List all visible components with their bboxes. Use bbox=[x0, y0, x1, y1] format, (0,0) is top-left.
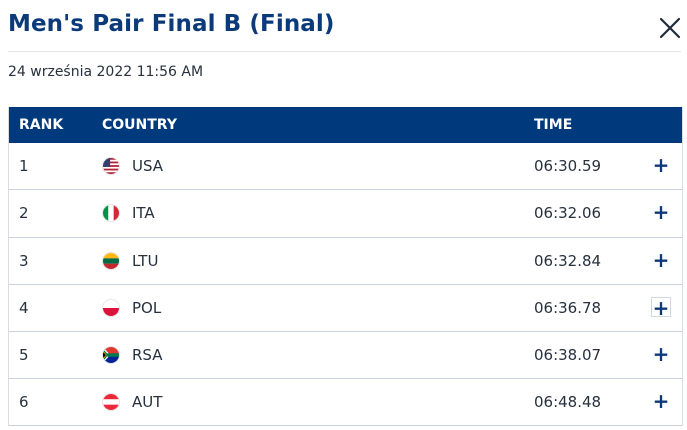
table-row: 3 LTU 06:32.84 + bbox=[9, 238, 682, 285]
row-time: 06:36.78 bbox=[534, 299, 602, 317]
header-divider bbox=[8, 51, 681, 52]
row-country: AUT bbox=[132, 393, 163, 411]
table-row: 4 POL 06:36.78 + bbox=[9, 285, 682, 332]
usa-flag-icon bbox=[102, 157, 120, 175]
row-time: 06:48.48 bbox=[534, 393, 602, 411]
row-country: LTU bbox=[132, 252, 159, 270]
row-country: ITA bbox=[132, 204, 155, 222]
table-row: 1 USA 06:30.59 + bbox=[9, 143, 682, 190]
row-rank: 1 bbox=[19, 157, 29, 175]
expand-row-button[interactable]: + bbox=[652, 248, 670, 272]
close-icon bbox=[659, 17, 681, 39]
race-date: 24 września 2022 11:56 AM bbox=[8, 64, 204, 80]
expand-row-button[interactable]: + bbox=[652, 342, 670, 366]
table-body: 1 USA 06:30.59 + 2 bbox=[9, 143, 682, 426]
close-button[interactable] bbox=[656, 14, 684, 42]
table-row: 2 ITA 06:32.06 + bbox=[9, 190, 682, 238]
row-rank: 3 bbox=[19, 252, 29, 270]
south-africa-flag-icon bbox=[102, 346, 120, 364]
austria-flag-icon bbox=[102, 393, 120, 411]
expand-row-button[interactable]: + bbox=[652, 389, 670, 413]
table-header: RANK COUNTRY TIME bbox=[9, 107, 682, 143]
results-table: RANK COUNTRY TIME 1 USA 06:30.59 + bbox=[8, 107, 683, 426]
row-country: RSA bbox=[132, 346, 163, 364]
row-rank: 2 bbox=[19, 204, 29, 222]
poland-flag-icon bbox=[102, 299, 120, 317]
row-time: 06:32.06 bbox=[534, 204, 602, 222]
table-row: 5 RSA 06:38.07 + bbox=[9, 332, 682, 379]
row-rank: 4 bbox=[19, 299, 29, 317]
lithuania-flag-icon bbox=[102, 252, 120, 270]
column-header-time: TIME bbox=[534, 117, 573, 133]
row-country: USA bbox=[132, 157, 164, 175]
italy-flag-icon bbox=[102, 204, 120, 222]
table-row: 6 AUT 06:48.48 + bbox=[9, 379, 682, 426]
page-title: Men's Pair Final B (Final) bbox=[8, 11, 335, 37]
row-rank: 5 bbox=[19, 346, 29, 364]
column-header-country: COUNTRY bbox=[102, 117, 177, 133]
expand-row-button[interactable]: + bbox=[652, 200, 670, 224]
row-time: 06:32.84 bbox=[534, 252, 602, 270]
column-header-rank: RANK bbox=[19, 117, 64, 133]
row-time: 06:38.07 bbox=[534, 346, 602, 364]
expand-row-button[interactable]: + bbox=[652, 153, 670, 177]
row-country: POL bbox=[132, 299, 162, 317]
row-rank: 6 bbox=[19, 393, 29, 411]
expand-row-button[interactable]: + bbox=[651, 296, 671, 320]
row-time: 06:30.59 bbox=[534, 157, 602, 175]
